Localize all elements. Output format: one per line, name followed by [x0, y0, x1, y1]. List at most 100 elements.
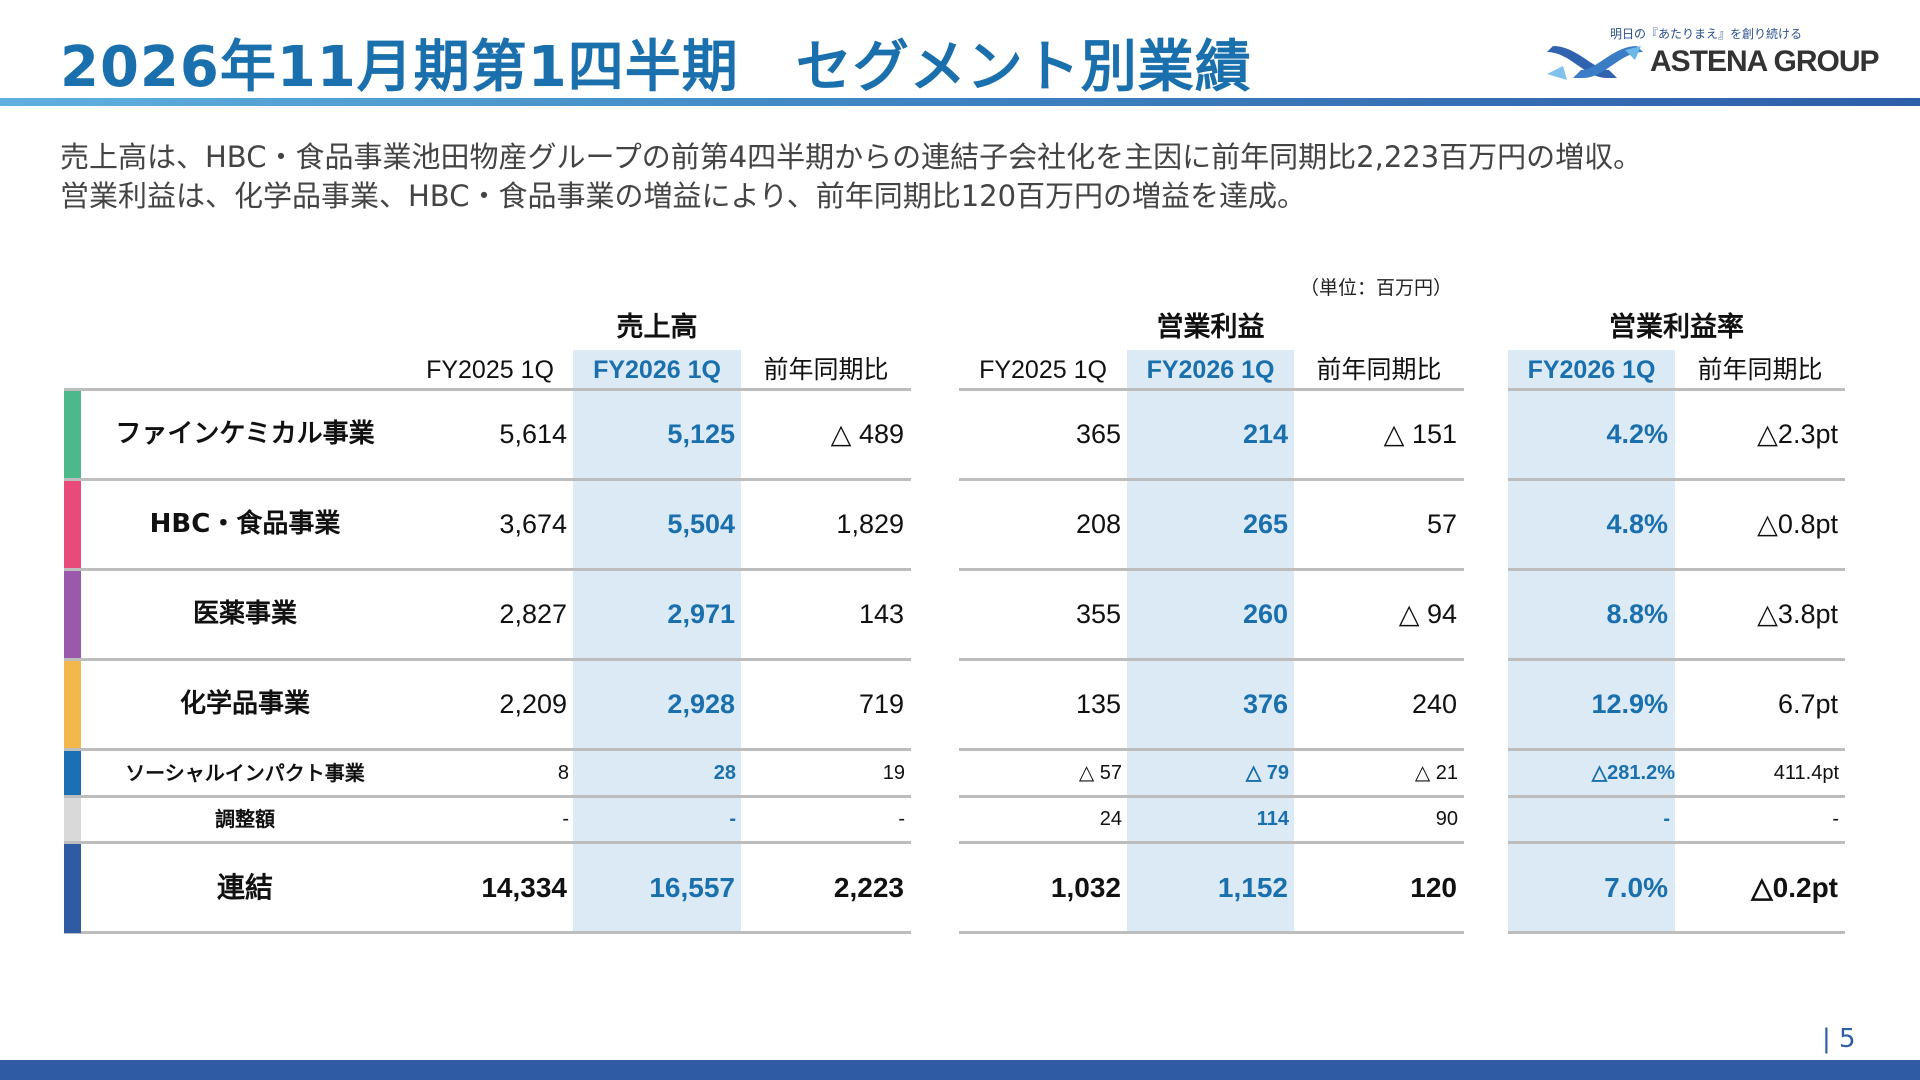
company-logo: 明日の『あたりまえ』を創り続ける ASTENA GROUP	[1545, 22, 1880, 92]
margin-yoy: -	[1832, 808, 1839, 830]
op-fy2025: 135	[1075, 689, 1121, 719]
sales-yoy: -	[898, 808, 905, 830]
op-yoy: 120	[1410, 872, 1457, 903]
segment-color-bar	[64, 391, 81, 478]
op-yoy: 90	[1435, 808, 1458, 830]
segment-color-bar	[64, 571, 81, 658]
page-number: | 5	[1822, 1024, 1856, 1054]
sales-yoy: △ 489	[830, 419, 904, 449]
sales-yoy: 1,829	[836, 509, 904, 539]
group-header-sales: 売上高	[616, 312, 698, 343]
unit-label: （単位：百万円）	[1300, 277, 1453, 299]
sales-fy2026: -	[729, 808, 736, 830]
rule	[64, 388, 911, 391]
margin-fy2026: 4.8%	[1606, 509, 1668, 539]
segment-color-bar	[64, 661, 81, 748]
margin-yoy: 6.7pt	[1777, 689, 1838, 719]
summary-text: 売上高は、HBC・食品事業池田物産グループの前第4四半期からの連結子会社化を主因…	[60, 138, 1642, 216]
op-fy2026: 1,152	[1217, 872, 1288, 903]
op-fy2026: 265	[1242, 509, 1288, 539]
page-title: 2026年11月期第1四半期 セグメント別業績	[60, 35, 1252, 100]
op-fy2025: 1,032	[1050, 872, 1121, 903]
margin-fy2026: 8.8%	[1606, 599, 1668, 629]
sales-fy2025: 2,827	[499, 599, 567, 629]
rule	[1508, 388, 1845, 391]
rule	[959, 658, 1464, 661]
segment-color-bar	[64, 481, 81, 568]
col-op-fy2025: FY2025 1Q	[979, 356, 1107, 384]
rule	[959, 795, 1464, 798]
highlight-column-margin	[1508, 350, 1675, 933]
astena-wave-logo-icon	[1547, 46, 1643, 80]
margin-fy2026: 4.2%	[1606, 419, 1668, 449]
segment-color-bar	[64, 798, 81, 841]
margin-yoy: △0.8pt	[1757, 509, 1838, 539]
op-fy2026: 376	[1242, 689, 1288, 719]
sales-yoy: 143	[858, 599, 904, 629]
sales-fy2025: 8	[557, 762, 569, 784]
segment-name: ファインケミカル事業	[115, 419, 375, 449]
margin-fy2026: 7.0%	[1604, 872, 1668, 903]
col-sales-fy2026: FY2026 1Q	[593, 356, 721, 384]
segment-name: 医薬事業	[192, 599, 297, 629]
logo-wordmark: ASTENA GROUP	[1650, 45, 1880, 78]
sales-fy2026: 16,557	[649, 872, 735, 903]
sales-yoy: 2,223	[833, 872, 904, 903]
sales-yoy: 19	[882, 762, 905, 784]
sales-fy2025: -	[562, 808, 569, 830]
segment-color-bar	[64, 844, 81, 933]
rule	[64, 841, 911, 844]
sales-fy2026: 2,928	[667, 689, 735, 719]
col-op-yoy: 前年同期比	[1316, 355, 1442, 384]
segment-name: ソーシャルインパクト事業	[125, 761, 365, 785]
margin-fy2026: -	[1663, 808, 1670, 830]
op-fy2025: 24	[1099, 808, 1122, 830]
sales-fy2025: 3,674	[499, 509, 567, 539]
title-underline-bar	[0, 98, 1920, 106]
rule	[1508, 931, 1845, 934]
sales-fy2026: 5,504	[667, 509, 735, 539]
op-fy2025: △ 57	[1078, 762, 1122, 784]
op-fy2025: 355	[1075, 599, 1121, 629]
margin-fy2026: △281.2%	[1591, 762, 1675, 784]
rule	[959, 931, 1464, 934]
op-fy2026: 260	[1242, 599, 1288, 629]
segment-name: 化学品事業	[179, 689, 310, 719]
segment-color-bar	[64, 751, 81, 795]
op-fy2026: △ 79	[1245, 762, 1289, 784]
sales-fy2025: 14,334	[481, 872, 567, 903]
margin-yoy: △3.8pt	[1757, 599, 1838, 629]
rule	[959, 748, 1464, 751]
op-yoy: 57	[1426, 509, 1457, 539]
margin-yoy: △2.3pt	[1757, 419, 1838, 449]
col-margin-fy2026: FY2026 1Q	[1527, 356, 1656, 384]
col-op-fy2026: FY2026 1Q	[1146, 356, 1275, 384]
op-yoy: 240	[1411, 689, 1457, 719]
summary-line-sales: 売上高は、HBC・食品事業池田物産グループの前第4四半期からの連結子会社化を主因…	[60, 140, 1643, 174]
rule	[959, 388, 1464, 391]
rule	[1508, 748, 1845, 751]
op-yoy: △ 151	[1383, 419, 1457, 449]
group-header-operating-margin: 営業利益率	[1609, 312, 1744, 343]
margin-fy2026: 12.9%	[1591, 689, 1668, 719]
rule	[64, 568, 911, 571]
rule	[1508, 568, 1845, 571]
op-fy2025: 208	[1075, 509, 1121, 539]
sales-fy2026: 28	[713, 762, 736, 784]
margin-yoy: 411.4pt	[1773, 762, 1839, 784]
op-fy2026: 114	[1256, 808, 1289, 830]
rule	[959, 478, 1464, 481]
rule	[1508, 841, 1845, 844]
group-header-operating-profit: 営業利益	[1156, 312, 1265, 343]
col-margin-yoy: 前年同期比	[1697, 355, 1823, 384]
rule	[959, 568, 1464, 571]
op-fy2026: 214	[1242, 419, 1288, 449]
rule	[1508, 658, 1845, 661]
segment-name: 連結	[216, 871, 273, 904]
margin-yoy: △0.2pt	[1751, 872, 1838, 903]
sales-yoy: 719	[858, 689, 904, 719]
col-sales-fy2025: FY2025 1Q	[426, 356, 554, 384]
highlight-column-op	[1127, 350, 1294, 933]
rule	[1508, 478, 1845, 481]
logo-tagline: 明日の『あたりまえ』を創り続ける	[1610, 27, 1803, 41]
